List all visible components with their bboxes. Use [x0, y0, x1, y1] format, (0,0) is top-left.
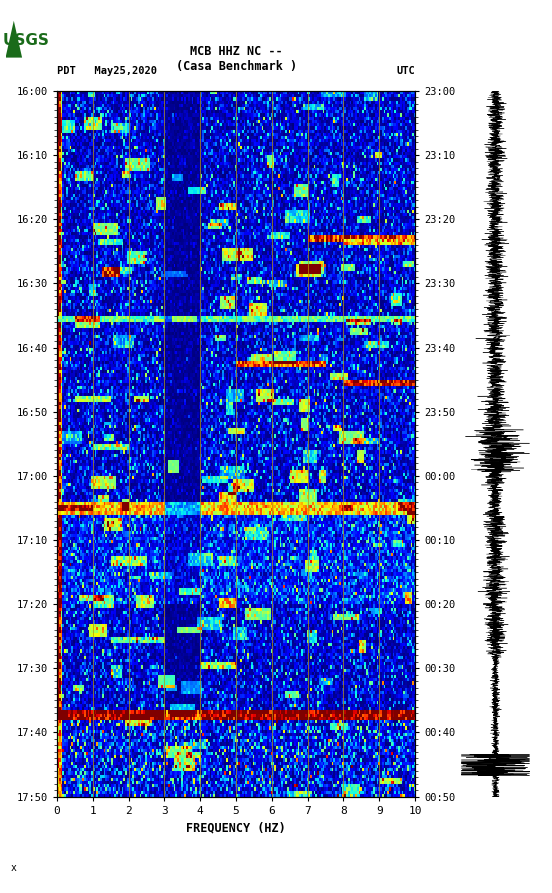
X-axis label: FREQUENCY (HZ): FREQUENCY (HZ) [186, 822, 286, 834]
Text: USGS: USGS [3, 33, 50, 48]
FancyArrowPatch shape [7, 30, 13, 46]
Text: x: x [11, 863, 17, 872]
Text: PDT   May25,2020: PDT May25,2020 [57, 66, 157, 77]
Polygon shape [6, 21, 22, 57]
Text: (Casa Benchmark ): (Casa Benchmark ) [176, 60, 297, 72]
Text: MCB HHZ NC --: MCB HHZ NC -- [190, 46, 283, 58]
Text: UTC: UTC [396, 66, 415, 77]
